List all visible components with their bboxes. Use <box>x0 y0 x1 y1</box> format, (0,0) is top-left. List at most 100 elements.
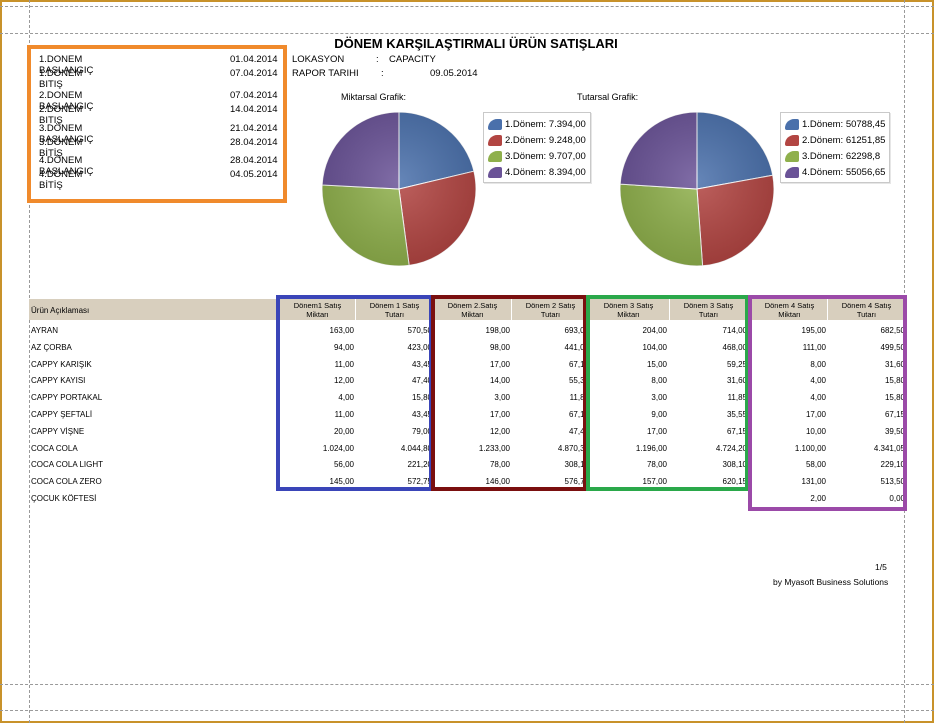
table-row: CAPPY ŞEFTALİ 11,00 43,45 17,00 67,15 9,00 35,… <box>29 406 905 422</box>
period-date: 07.04.2014 <box>230 68 278 79</box>
table-cell: 17,00 <box>489 359 510 369</box>
table-cell: 620,15 <box>722 477 747 487</box>
column-header-text: Dönem 3 Satış Miktarı <box>604 301 654 319</box>
table-cell: 4,00 <box>810 393 826 403</box>
legend-swatch <box>488 118 502 130</box>
column-header-line: Dönem 3 Satış <box>603 300 654 310</box>
table-row: COCA COLA 1.024,00 4.044,80 1.233,00 4.870,3… <box>29 440 905 456</box>
table-row: COCA COLA LIGHT 56,00 221,20 78,00 308,10 78,… <box>29 456 905 472</box>
column-header-line: Dönem 3 Satış <box>683 300 734 310</box>
period-4-highlight <box>748 295 907 511</box>
period-dates-highlight <box>27 45 287 203</box>
period-date: 21.04.2014 <box>230 123 278 134</box>
table-cell: 572,75 <box>407 477 432 487</box>
table-cell: 111,00 <box>802 342 826 352</box>
period-label: 4.DÖNEM BİTİŞ <box>39 169 83 191</box>
period-3-highlight <box>586 295 749 491</box>
table-cell: 163,00 <box>329 326 354 335</box>
column-header: Dönem 1 Satış Tutarı <box>355 299 433 320</box>
legend-item: 2.Dönem: 61251,85 <box>785 132 885 148</box>
table-cell: 308,10 <box>722 460 747 470</box>
table-cell: 11,85 <box>569 393 589 403</box>
legend-label: 4.Dönem: 55056,65 <box>802 166 886 178</box>
report-date-value: 09.05.2014 <box>430 68 478 79</box>
legend-item: 4.Dönem: 55056,65 <box>785 164 885 180</box>
legend-swatch <box>488 166 502 178</box>
table-cell: 15,80 <box>411 393 432 403</box>
period-date: 07.04.2014 <box>230 90 278 101</box>
table-cell: 104,00 <box>642 342 667 352</box>
column-header-text: Dönem 1 Satış Tutarı <box>370 301 420 319</box>
table-cell: 714,00 <box>722 326 747 335</box>
table-cell: 31,60 <box>884 359 905 369</box>
legend-item: 2.Dönem: 9.248,00 <box>488 132 586 148</box>
table-row: CAPPY VİŞNE 20,00 79,00 12,00 47,40 17,00 67,1… <box>29 423 905 439</box>
column-header-line: Miktarı <box>306 309 329 319</box>
legend-label: 3.Dönem: 62298,8 <box>802 150 881 162</box>
legend-item: 3.Dönem: 62298,8 <box>785 148 885 164</box>
column-header-text: Dönem 4 Satış Tutarı <box>842 301 892 319</box>
product-name: AYRAN <box>31 326 58 335</box>
legend-item: 1.Dönem: 7.394,00 <box>488 116 586 132</box>
column-header-line: Miktarı <box>778 309 801 319</box>
column-header-line: Tutarı <box>698 309 719 319</box>
table-cell: 35,55 <box>726 410 747 419</box>
table-cell: 499,50 <box>880 342 905 352</box>
table-cell: 131,00 <box>801 477 826 487</box>
legend-label: 3.Dönem: 9.707,00 <box>505 150 586 162</box>
period-label: 3.DÖNEM BİTİŞ <box>39 137 83 159</box>
period-1-highlight <box>276 295 433 491</box>
product-name: ÇOCUK KÖFTESİ <box>31 494 97 503</box>
location-value: CAPACITY <box>389 54 436 65</box>
table-cell: 15,80 <box>884 376 905 386</box>
legend-item: 1.Dönem: 50788,45 <box>785 116 885 132</box>
product-name: COCA COLA LIGHT <box>31 460 104 470</box>
table-row: CAPPY KARIŞIK 11,00 43,45 17,00 67,15 15,00 59… <box>29 356 905 372</box>
table-cell: 17,00 <box>489 410 510 419</box>
table-cell: 78,00 <box>646 460 667 470</box>
table-cell: 145,00 <box>329 477 354 487</box>
table-cell: 94,00 <box>333 342 354 352</box>
product-name: CAPPY KAYISI <box>31 376 86 386</box>
product-name: AZ ÇORBA <box>31 342 72 352</box>
table-cell: 12,00 <box>489 426 510 436</box>
table-cell: 17,00 <box>805 410 826 419</box>
footer-credit: by Myasoft Business Solutions <box>773 577 889 587</box>
table-cell: 3,00 <box>494 393 510 403</box>
table-cell: 441,00 <box>564 342 589 352</box>
table-cell: 67,15 <box>884 410 905 419</box>
product-name: CAPPY ŞEFTALİ <box>31 410 93 419</box>
legend-swatch <box>488 134 502 146</box>
table-cell: 8,00 <box>651 376 667 386</box>
period-date: 14.04.2014 <box>230 104 278 115</box>
table-cell: 576,70 <box>564 477 589 487</box>
table-cell: 513,50 <box>880 477 905 487</box>
table-cell: 15,80 <box>884 393 905 403</box>
product-name: CAPPY VİŞNE <box>31 426 85 436</box>
margin-guide-top <box>0 6 934 7</box>
header-guide <box>0 33 934 34</box>
report-date-separator: : <box>381 68 384 79</box>
column-header: Dönem 2 Satış Tutarı <box>511 299 589 320</box>
legend-label: 1.Dönem: 50788,45 <box>802 118 886 130</box>
table-cell: 4.044,80 <box>400 443 432 453</box>
table-cell: 10,00 <box>805 426 826 436</box>
table-cell: 204,00 <box>642 326 667 335</box>
legend-swatch <box>785 150 799 162</box>
product-name: CAPPY PORTAKAL <box>31 393 103 403</box>
period-label: 2.DONEM BAŞLANGIÇ <box>39 90 94 112</box>
margin-guide-bottom <box>0 710 934 711</box>
table-cell: 20,00 <box>333 426 354 436</box>
legend-item: 4.Dönem: 8.394,00 <box>488 164 586 180</box>
table-row: AZ ÇORBA 94,00 423,00 98,00 441,00 104,00 468,… <box>29 339 905 355</box>
location-separator: : <box>376 54 379 65</box>
column-header-text: Dönem 2.Satış Miktarı <box>448 301 498 319</box>
product-name: COCA COLA <box>31 443 78 453</box>
table-cell: 4.341,05 <box>873 443 905 453</box>
table-cell: 682,50 <box>880 326 905 335</box>
table-cell: 4,00 <box>338 393 354 403</box>
table-cell: 570,50 <box>407 326 432 335</box>
period-date: 04.05.2014 <box>230 169 278 180</box>
product-name: CAPPY KARIŞIK <box>31 359 92 369</box>
product-name: COCA COLA ZERO <box>31 477 102 487</box>
